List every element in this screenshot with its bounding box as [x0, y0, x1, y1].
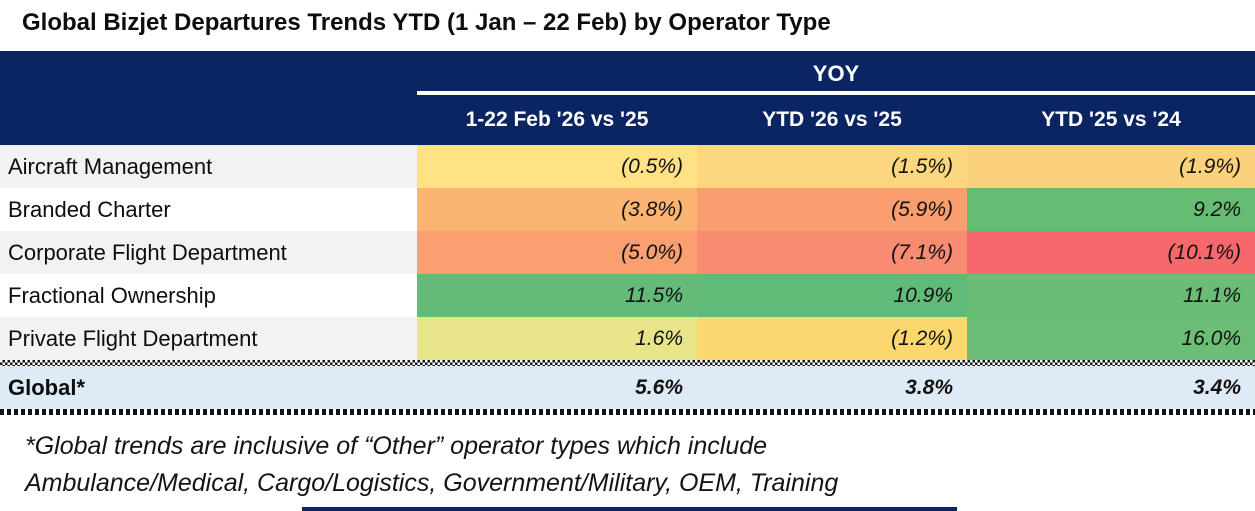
- bottom-navy-strip: [302, 507, 957, 511]
- value-cell: (5.9%): [697, 188, 967, 231]
- table-row: Corporate Flight Department (5.0%) (7.1%)(…: [0, 231, 1255, 274]
- row-label: Private Flight Department: [0, 317, 417, 360]
- table-group-header-row: YOY: [0, 51, 1255, 95]
- global-summary-row: Global* 5.6% 3.8% 3.4%: [0, 366, 1255, 409]
- column-header-spacer: [0, 95, 417, 145]
- column-header-ytd-26-25: YTD '26 vs '25: [762, 108, 902, 131]
- value-cell: 11.5%: [417, 274, 697, 317]
- value-cell: (5.0%): [417, 231, 697, 274]
- value-cell: 11.1%: [967, 274, 1255, 317]
- footnote-line-1: *Global trends are inclusive of “Other” …: [25, 432, 768, 460]
- value-cell: 16.0%: [967, 317, 1255, 360]
- value-cell-global-feb: 5.6%: [635, 375, 683, 399]
- row-label: Corporate Flight Department: [0, 231, 417, 274]
- row-label: Branded Charter: [8, 196, 171, 222]
- table-row: Aircraft Management (0.5%) (1.5%) (1.9%): [0, 145, 1255, 188]
- value-cell: (3.8%): [417, 188, 697, 231]
- value-cell: (10.1%): [967, 231, 1255, 274]
- table-column-header-row: 1-22 Feb '26 vs '25 YTD '26 vs '25 YTD '…: [0, 95, 1255, 145]
- footnote: *Global trends are inclusive of “Other” …: [25, 428, 838, 502]
- table-row: Private Flight Department 1.6% (1.2%) 16.0%: [0, 317, 1255, 360]
- value-cell: (1.5%): [697, 145, 967, 188]
- trends-table: YOY 1-22 Feb '26 vs '25 YTD '26 vs '25 Y…: [0, 51, 1255, 415]
- page-title: Global Bizjet Departures Trends YTD (1 J…: [22, 9, 831, 36]
- row-label: Fractional Ownership: [8, 282, 216, 308]
- zigzag-divider: [0, 360, 1255, 366]
- table-row: Fractional Ownership 11.5% 10.9% 11.1%: [0, 274, 1255, 317]
- group-header-yoy: YOY: [417, 51, 1255, 95]
- value-cell: 1.6%: [417, 317, 697, 360]
- column-header-feb: 1-22 Feb '26 vs '25: [465, 108, 649, 131]
- value-cell-global-ytd-25-24: 3.4%: [1193, 375, 1241, 399]
- footnote-line-2: Ambulance/Medical, Cargo/Logistics, Gove…: [25, 469, 839, 497]
- table-row: Branded Charter (3.8%) (5.9%) 9.2%: [0, 188, 1255, 231]
- value-cell: 9.2%: [967, 188, 1255, 231]
- column-header-ytd-25-24: YTD '25 vs '24: [1041, 108, 1181, 131]
- value-cell: (0.5%): [417, 145, 697, 188]
- value-cell: (1.9%): [967, 145, 1255, 188]
- row-label-global: Global*: [8, 374, 86, 400]
- dotted-divider: [0, 409, 1255, 415]
- value-cell-global-ytd-26-25: 3.8%: [905, 375, 953, 399]
- table-body: Aircraft Management (0.5%) (1.5%) (1.9%) Bra…: [0, 145, 1255, 360]
- value-cell: 10.9%: [697, 274, 967, 317]
- row-label: Aircraft Management: [0, 145, 417, 188]
- group-header-spacer: [0, 51, 417, 95]
- value-cell: (7.1%): [697, 231, 967, 274]
- value-cell: (1.2%): [697, 317, 967, 360]
